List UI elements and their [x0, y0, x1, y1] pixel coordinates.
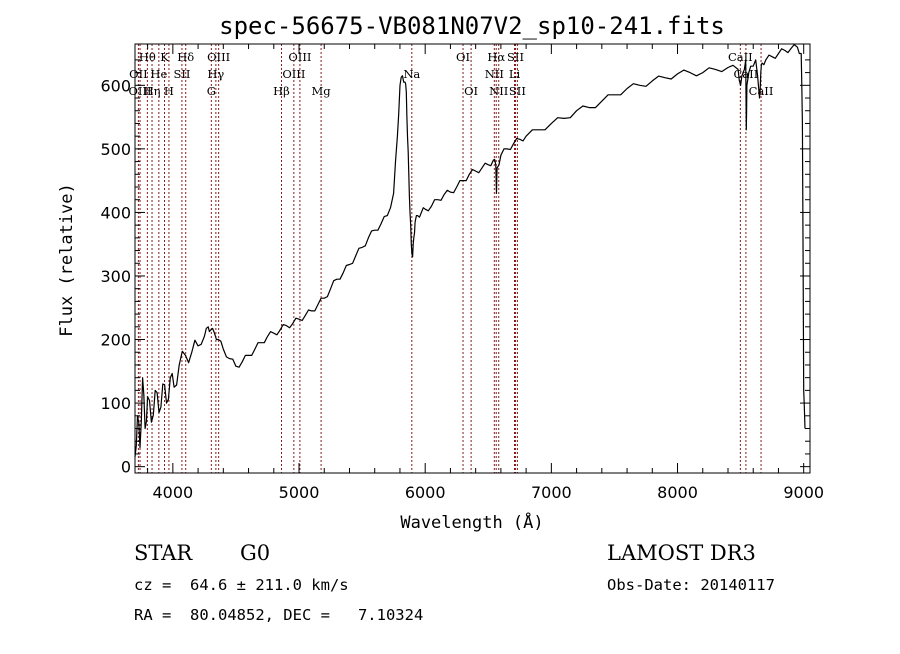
line-label-hγ: Hγ — [207, 67, 224, 81]
line-label-oii: OII — [129, 67, 148, 81]
x-tick-label: 9000 — [783, 483, 824, 502]
line-label-oi: OI — [456, 50, 470, 64]
line-label-hδ: Hδ — [177, 50, 194, 64]
line-label-oiii: OIII — [207, 50, 230, 64]
x-tick-label: 7000 — [531, 483, 572, 502]
y-tick-label: 500 — [100, 140, 131, 159]
line-label-h: H — [164, 84, 174, 98]
survey-name: LAMOST DR3 — [607, 541, 756, 565]
line-label-oi: OI — [464, 84, 478, 98]
y-tick-label: 300 — [100, 267, 131, 286]
line-label-oiii: OIII — [282, 67, 305, 81]
object-class: STAR — [134, 541, 193, 565]
line-label-hβ: Hβ — [273, 84, 290, 98]
chart-title: spec-56675-VB081N07V2_sp10-241.fits — [219, 12, 725, 40]
line-label-k: K — [160, 50, 169, 64]
line-label-sii: SII — [173, 67, 190, 81]
x-axis-title: Wavelength (Å) — [400, 511, 543, 533]
line-label-he: He — [150, 67, 167, 81]
obs-date: Obs-Date: 20140117 — [607, 576, 775, 594]
y-tick-label: 200 — [100, 331, 131, 350]
x-tick-label: 4000 — [152, 483, 193, 502]
y-tick-label: 100 — [100, 394, 131, 413]
line-label-nii: NII — [489, 84, 508, 98]
spectral-line-markers — [137, 44, 762, 473]
y-tick-label: 400 — [100, 203, 131, 222]
redshift-readout: cz = 64.6 ± 211.0 km/s — [134, 576, 349, 594]
x-axis: 4000 5000 6000 7000 8000 9000 — [147, 44, 824, 502]
y-axis-title: Flux (relative) — [57, 183, 77, 337]
line-label-hη: Hη — [144, 84, 161, 98]
line-label-g: G — [207, 84, 216, 98]
line-label-hθ: Hθ — [139, 50, 156, 64]
y-tick-label: 600 — [100, 76, 131, 95]
line-label-sii: SII — [509, 84, 526, 98]
spectrum-line — [134, 44, 806, 458]
coordinates-readout: RA = 80.04852, DEC = 7.10324 — [134, 606, 423, 624]
line-label-hα: Hα — [487, 50, 505, 64]
line-label-oiii: OIII — [129, 84, 152, 98]
line-label-oiii: OIII — [288, 50, 311, 64]
x-tick-label: 5000 — [279, 483, 320, 502]
x-tick-label: 8000 — [657, 483, 698, 502]
object-subclass: G0 — [240, 541, 270, 565]
x-tick-label: 6000 — [405, 483, 446, 502]
line-label-na: Na — [403, 67, 420, 81]
line-label-caii: CaII — [728, 50, 753, 64]
plot-frame — [134, 43, 811, 474]
line-label-sii: SII — [507, 50, 524, 64]
y-axis: 0 100 200 300 400 500 600 — [100, 59, 810, 477]
y-tick-label: 0 — [121, 458, 131, 477]
line-label-mg: Mg — [312, 84, 332, 98]
line-label-nii: NII — [485, 67, 504, 81]
line-label-caii: CaII — [749, 84, 774, 98]
line-label-li: Li — [509, 67, 521, 81]
